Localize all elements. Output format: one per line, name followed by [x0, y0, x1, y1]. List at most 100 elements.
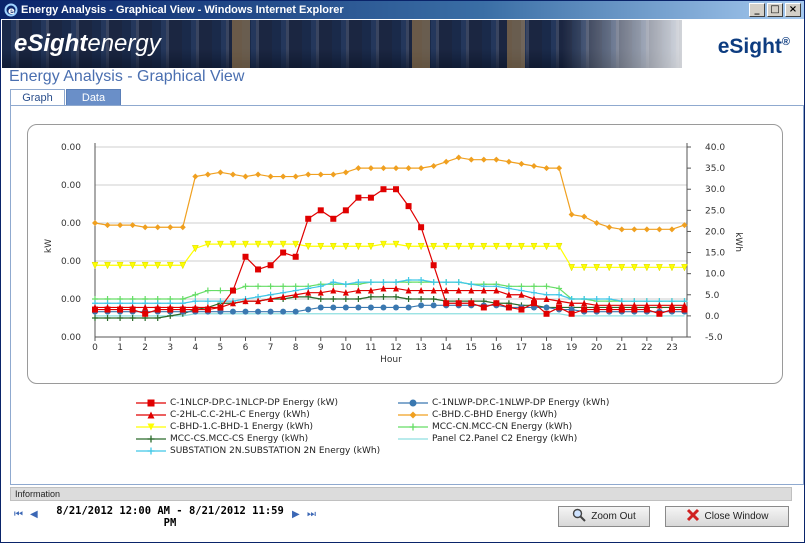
data-point [192, 291, 199, 298]
data-point [229, 171, 236, 178]
first-page-icon[interactable]: ⏮ [14, 509, 23, 520]
data-point [154, 315, 161, 321]
footer-controls: ⏮ ◀ 8/21/2012 12:00 AM - 8/21/2012 11:59… [10, 501, 792, 538]
data-point [92, 306, 98, 313]
data-point [355, 296, 362, 302]
date-range-label: 8/21/2012 12:00 AM - 8/21/2012 11:59 PM [56, 505, 284, 529]
x-tick-label: 15 [466, 343, 477, 353]
data-point [267, 308, 274, 315]
previous-page-icon[interactable]: ◀ [30, 509, 38, 520]
data-point [518, 306, 525, 313]
data-point [656, 226, 663, 233]
data-point [430, 296, 437, 302]
data-point [342, 281, 349, 288]
x-tick-label: 8 [293, 343, 299, 353]
data-point [430, 302, 437, 309]
data-point [354, 242, 362, 251]
page-title: Energy Analysis - Graphical View [9, 68, 245, 85]
maximize-button[interactable]: □ [767, 3, 783, 17]
data-point [618, 226, 625, 233]
next-page-icon[interactable]: ▶ [292, 509, 300, 520]
data-point [455, 279, 462, 286]
data-point [242, 297, 249, 305]
data-point [267, 283, 274, 290]
data-point [568, 299, 575, 307]
tab-graph[interactable]: Graph [10, 89, 65, 106]
zoom-out-button[interactable]: Zoom Out [558, 506, 650, 527]
data-point [593, 306, 600, 313]
internet-explorer-icon: e [4, 3, 18, 17]
legend-swatch [136, 411, 166, 418]
data-point [681, 264, 688, 272]
data-point [229, 240, 237, 249]
data-point [280, 293, 287, 300]
data-point [204, 298, 211, 305]
data-point [355, 287, 362, 294]
data-point [280, 173, 287, 180]
data-point [192, 306, 199, 313]
data-point [367, 293, 374, 300]
data-point [418, 302, 425, 309]
minimize-button[interactable]: _ [749, 3, 765, 17]
data-point [142, 303, 149, 311]
legend-swatch [398, 437, 428, 440]
x-tick-label: 21 [616, 343, 627, 353]
x-axis-label: Hour [380, 355, 402, 365]
data-point [418, 296, 425, 302]
right-tick-label: 5.0 [705, 291, 720, 301]
data-point [443, 158, 450, 165]
data-point [568, 310, 575, 317]
data-point [430, 163, 437, 169]
data-point [480, 156, 487, 163]
data-point [330, 215, 337, 222]
data-point [317, 171, 324, 178]
data-point [455, 242, 463, 251]
legend-label: MCC-CN.MCC-CN Energy (kWh) [432, 421, 573, 432]
data-point [380, 279, 387, 286]
legend-marker [147, 399, 155, 406]
left-tick-label: 0.00 [61, 181, 81, 191]
window-titlebar[interactable]: e Energy Analysis - Graphical View - Win… [1, 1, 804, 19]
data-point [129, 261, 137, 270]
data-point [656, 310, 663, 317]
left-axis-label: kW [44, 239, 54, 253]
data-point [405, 242, 412, 251]
data-point [267, 262, 274, 269]
data-point [480, 304, 487, 311]
data-point [530, 163, 537, 169]
data-point [117, 315, 124, 321]
esightenergy-logo: eSightenergy [14, 30, 161, 57]
right-tick-label: 35.0 [705, 164, 725, 174]
data-point [217, 287, 224, 294]
legend-marker [147, 447, 155, 454]
data-point [255, 297, 262, 305]
data-point [543, 304, 550, 311]
data-point [167, 306, 174, 313]
data-point [217, 298, 224, 305]
last-page-icon[interactable]: ⏭ [307, 509, 316, 520]
data-point [355, 279, 362, 286]
data-point [317, 304, 324, 311]
data-point [305, 306, 312, 313]
right-tick-label: 0.0 [705, 312, 720, 322]
x-tick-label: 12 [390, 343, 401, 353]
data-point [455, 287, 462, 294]
view-tabs: Graph Data [10, 89, 121, 106]
close-window-button[interactable]: Close Window [665, 506, 789, 527]
data-point [367, 242, 375, 251]
close-window-x-button[interactable]: × [785, 3, 801, 17]
data-point [580, 264, 588, 272]
data-point [543, 295, 550, 302]
data-point [505, 242, 513, 251]
data-point [681, 222, 688, 229]
data-point [618, 264, 626, 272]
data-point [255, 283, 262, 290]
x-tick-label: 4 [192, 343, 198, 353]
data-point [405, 203, 412, 210]
x-tick-label: 5 [218, 343, 224, 353]
data-point [179, 224, 186, 231]
data-point [493, 156, 500, 163]
series-line [95, 188, 685, 315]
data-point [593, 220, 600, 226]
data-point [204, 306, 211, 313]
